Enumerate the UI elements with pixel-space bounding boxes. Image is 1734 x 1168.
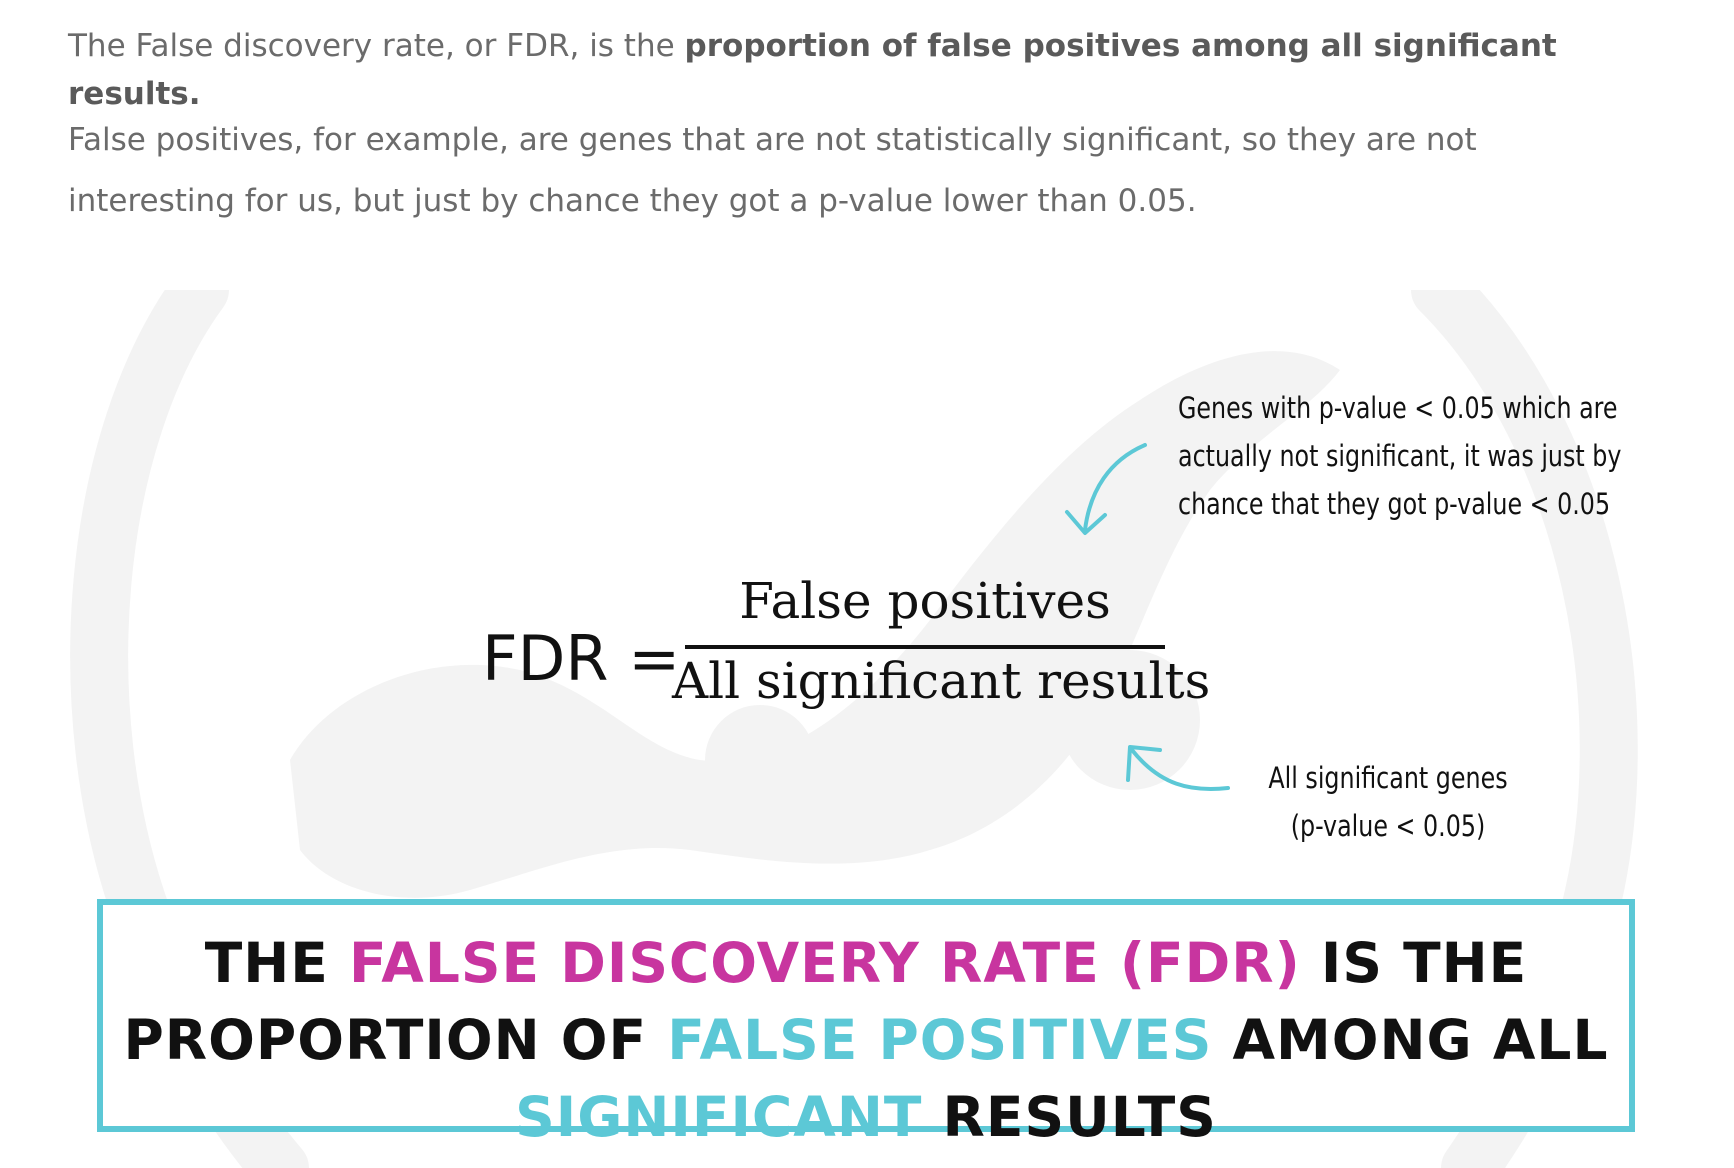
summary-line-2: PROPORTION OF FALSE POSITIVES AMONG ALL: [103, 1002, 1629, 1079]
arrow-to-denominator-head-icon: [1126, 745, 1162, 782]
denominator-annotation: All significant genes (p-value < 0.05): [1265, 754, 1511, 850]
equation-lhs: FDR =: [482, 622, 681, 695]
summary-highlight-fdr: FALSE DISCOVERY RATE (FDR): [349, 931, 1301, 995]
equation-denominator: All significant results: [672, 652, 1211, 710]
summary-highlight-significant: SIGNIFICANT: [515, 1085, 923, 1149]
intro-definition-text: The False discovery rate, or FDR, is the: [68, 28, 685, 64]
summary-statement: THE FALSE DISCOVERY RATE (FDR) IS THE PR…: [103, 925, 1629, 1156]
equation-numerator: False positives: [739, 572, 1111, 630]
arrow-to-numerator-icon: [1083, 443, 1147, 532]
summary-text-plain: IS THE: [1300, 931, 1528, 995]
fdr-equation: FDR = False positives All significant re…: [482, 572, 1211, 750]
annotation-arrows: [1065, 443, 1230, 791]
fdr-infographic: FDR = False positives All significant re…: [0, 290, 1734, 1168]
intro-paragraph-example: False positives, for example, are genes …: [68, 122, 1477, 219]
numerator-annotation-line: chance that they got p-value < 0.05: [1178, 487, 1611, 521]
intro-definition-bold: proportion of false positives among all …: [68, 28, 1557, 112]
arrow-to-denominator-icon: [1130, 748, 1230, 791]
arrow-to-numerator-head-icon: [1065, 510, 1107, 535]
denominator-annotation-line: (p-value < 0.05): [1290, 809, 1486, 843]
summary-box: THE FALSE DISCOVERY RATE (FDR) IS THE PR…: [97, 899, 1635, 1149]
summary-text-plain: PROPORTION OF: [123, 1008, 668, 1072]
summary-text-plain: AMONG ALL: [1212, 1008, 1609, 1072]
fraction-bar: [685, 645, 1165, 649]
summary-highlight-false-positives: FALSE POSITIVES: [667, 1008, 1213, 1072]
numerator-annotation: Genes with p-value < 0.05 which are actu…: [1178, 384, 1621, 528]
intro-paragraph-definition: The False discovery rate, or FDR, is the…: [68, 22, 1668, 118]
summary-line-1: THE FALSE DISCOVERY RATE (FDR) IS THE: [103, 925, 1629, 1002]
summary-text-plain: THE: [204, 931, 349, 995]
denominator-annotation-line: All significant genes: [1268, 761, 1508, 795]
numerator-annotation-line: actually not significant, it was just by: [1178, 439, 1622, 473]
numerator-annotation-line: Genes with p-value < 0.05 which are: [1178, 391, 1618, 425]
summary-line-3: SIGNIFICANT RESULTS: [103, 1079, 1629, 1156]
summary-text-plain: RESULTS: [922, 1085, 1217, 1149]
